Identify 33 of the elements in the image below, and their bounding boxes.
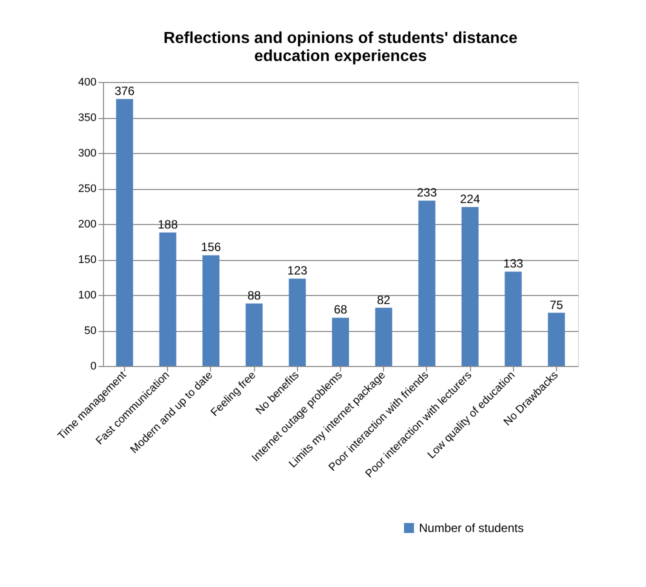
y-tick-label: 50 xyxy=(84,325,96,337)
bar xyxy=(246,304,263,366)
legend-label: Number of students xyxy=(419,521,524,535)
bar xyxy=(332,318,349,366)
bar xyxy=(202,255,220,366)
data-label: 188 xyxy=(158,218,178,232)
bar xyxy=(462,206,479,366)
data-label: 376 xyxy=(114,84,135,98)
data-label: 75 xyxy=(550,298,564,312)
bar xyxy=(116,99,134,366)
data-label: 82 xyxy=(377,292,391,307)
data-label: 133 xyxy=(503,256,524,271)
y-tick-label: 150 xyxy=(78,254,96,266)
y-tick-label: 300 xyxy=(78,148,96,160)
y-tick-label: 0 xyxy=(90,360,96,372)
bar xyxy=(375,308,392,366)
data-label: 88 xyxy=(247,288,262,303)
bar xyxy=(548,312,565,366)
chart-title: Reflections and opinions of students' distance education experiences xyxy=(163,30,518,65)
data-label: 224 xyxy=(460,192,480,206)
bar xyxy=(418,200,436,366)
bar xyxy=(159,232,176,366)
data-label: 233 xyxy=(416,186,438,200)
bar xyxy=(288,278,306,366)
y-tick-label: 350 xyxy=(78,112,96,124)
bar xyxy=(504,272,522,366)
y-tick-label: 200 xyxy=(78,218,96,230)
data-label: 156 xyxy=(200,240,222,254)
y-tick-label: 400 xyxy=(78,76,96,88)
data-label: 123 xyxy=(287,264,308,278)
y-tick-label: 250 xyxy=(78,183,96,195)
data-label: 68 xyxy=(334,302,348,317)
y-tick-label: 100 xyxy=(78,290,96,302)
